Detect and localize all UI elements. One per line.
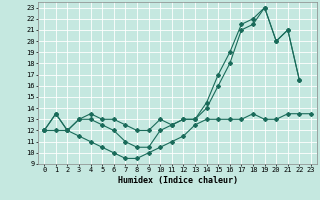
X-axis label: Humidex (Indice chaleur): Humidex (Indice chaleur) <box>118 176 238 185</box>
